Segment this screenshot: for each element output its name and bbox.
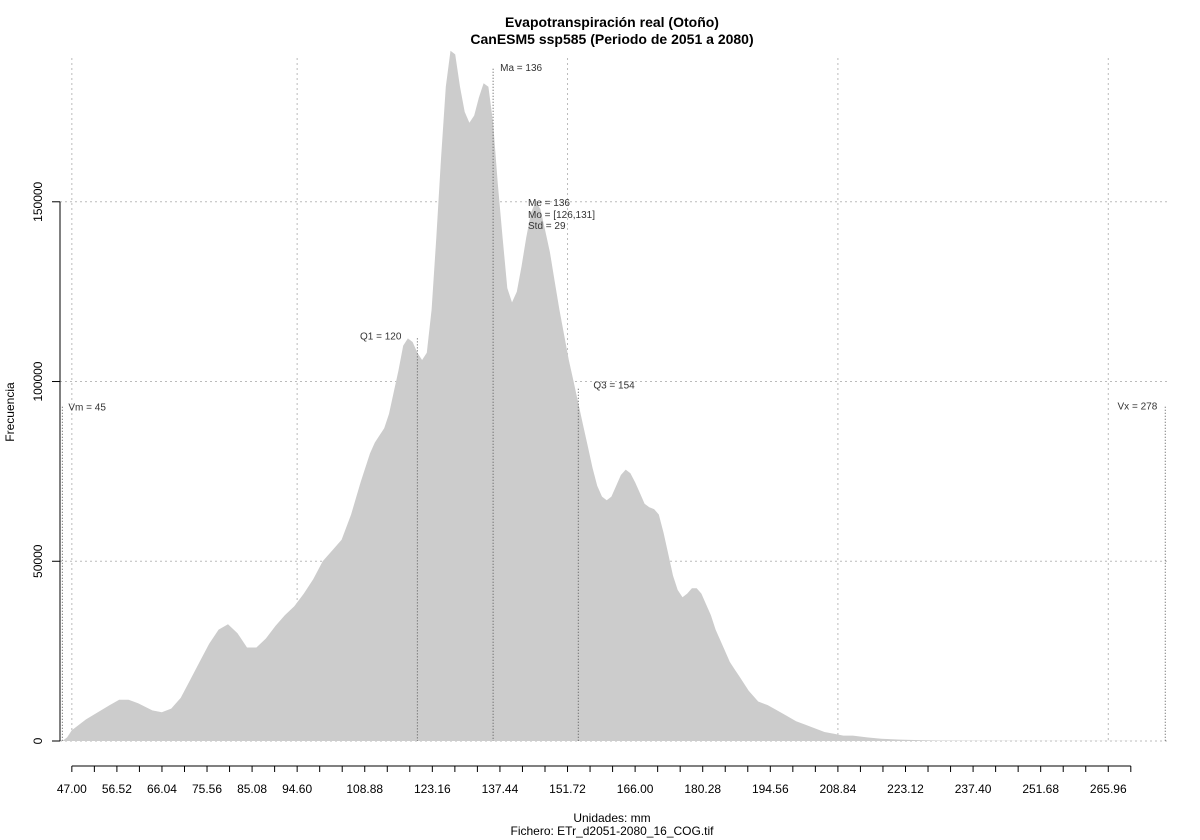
y-tick-label: 0 bbox=[31, 737, 45, 744]
marker-label: Vx = 278 bbox=[1118, 402, 1158, 413]
x-tick-label: 251.68 bbox=[1022, 782, 1059, 796]
x-tick-label: 108.88 bbox=[346, 782, 383, 796]
y-tick-label: 50000 bbox=[31, 544, 45, 578]
stats-annotation: Me = 136 Mo = [126,131] Std = 29 bbox=[528, 198, 595, 232]
density-area bbox=[62, 50, 1166, 742]
stat-std: Std = 29 bbox=[528, 221, 566, 232]
x-tick-label: 223.12 bbox=[887, 782, 924, 796]
x-tick-label: 85.08 bbox=[237, 782, 267, 796]
x-tick-label: 265.96 bbox=[1090, 782, 1127, 796]
x-tick-label: 137.44 bbox=[482, 782, 519, 796]
markers: Vm = 45 Q1 = 120 Ma = 136 Q3 = 154 Vx = 278 bbox=[61, 63, 1166, 741]
marker-label: Ma = 136 bbox=[500, 63, 542, 74]
chart-title: Evapotranspiración real (Otoño) bbox=[505, 14, 719, 30]
x-tick-label: 47.00 bbox=[57, 782, 87, 796]
x-tick-label: 166.00 bbox=[617, 782, 654, 796]
marker-label: Q3 = 154 bbox=[593, 381, 635, 392]
axes: 0 50000 100000 150000 47.00 56.52 66.04 75.56 85… bbox=[31, 181, 1132, 796]
x-tick-label: 180.28 bbox=[684, 782, 721, 796]
marker-label: Q1 = 120 bbox=[360, 331, 402, 342]
x-tick-label: 56.52 bbox=[102, 782, 132, 796]
y-tick-label: 100000 bbox=[31, 361, 45, 401]
y-tick-label: 150000 bbox=[31, 181, 45, 221]
stat-mode: Mo = [126,131] bbox=[528, 210, 595, 221]
x-tick-label: 237.40 bbox=[955, 782, 992, 796]
x-axis-label: Unidades: mm bbox=[573, 811, 650, 825]
y-axis-label: Frecuencia bbox=[3, 382, 17, 442]
chart-subtitle: CanESM5 ssp585 (Periodo de 2051 a 2080) bbox=[470, 31, 753, 47]
stat-median: Me = 136 bbox=[528, 198, 570, 209]
x-tick-label: 94.60 bbox=[282, 782, 312, 796]
marker-label: Vm = 45 bbox=[68, 403, 106, 414]
x-tick-label: 123.16 bbox=[414, 782, 451, 796]
x-tick-label: 151.72 bbox=[549, 782, 586, 796]
file-label: Fichero: ETr_d2051-2080_16_COG.tif bbox=[511, 824, 715, 838]
x-tick-label: 194.56 bbox=[752, 782, 789, 796]
x-tick-label: 208.84 bbox=[820, 782, 857, 796]
x-tick-label: 66.04 bbox=[147, 782, 177, 796]
x-tick-label: 75.56 bbox=[192, 782, 222, 796]
